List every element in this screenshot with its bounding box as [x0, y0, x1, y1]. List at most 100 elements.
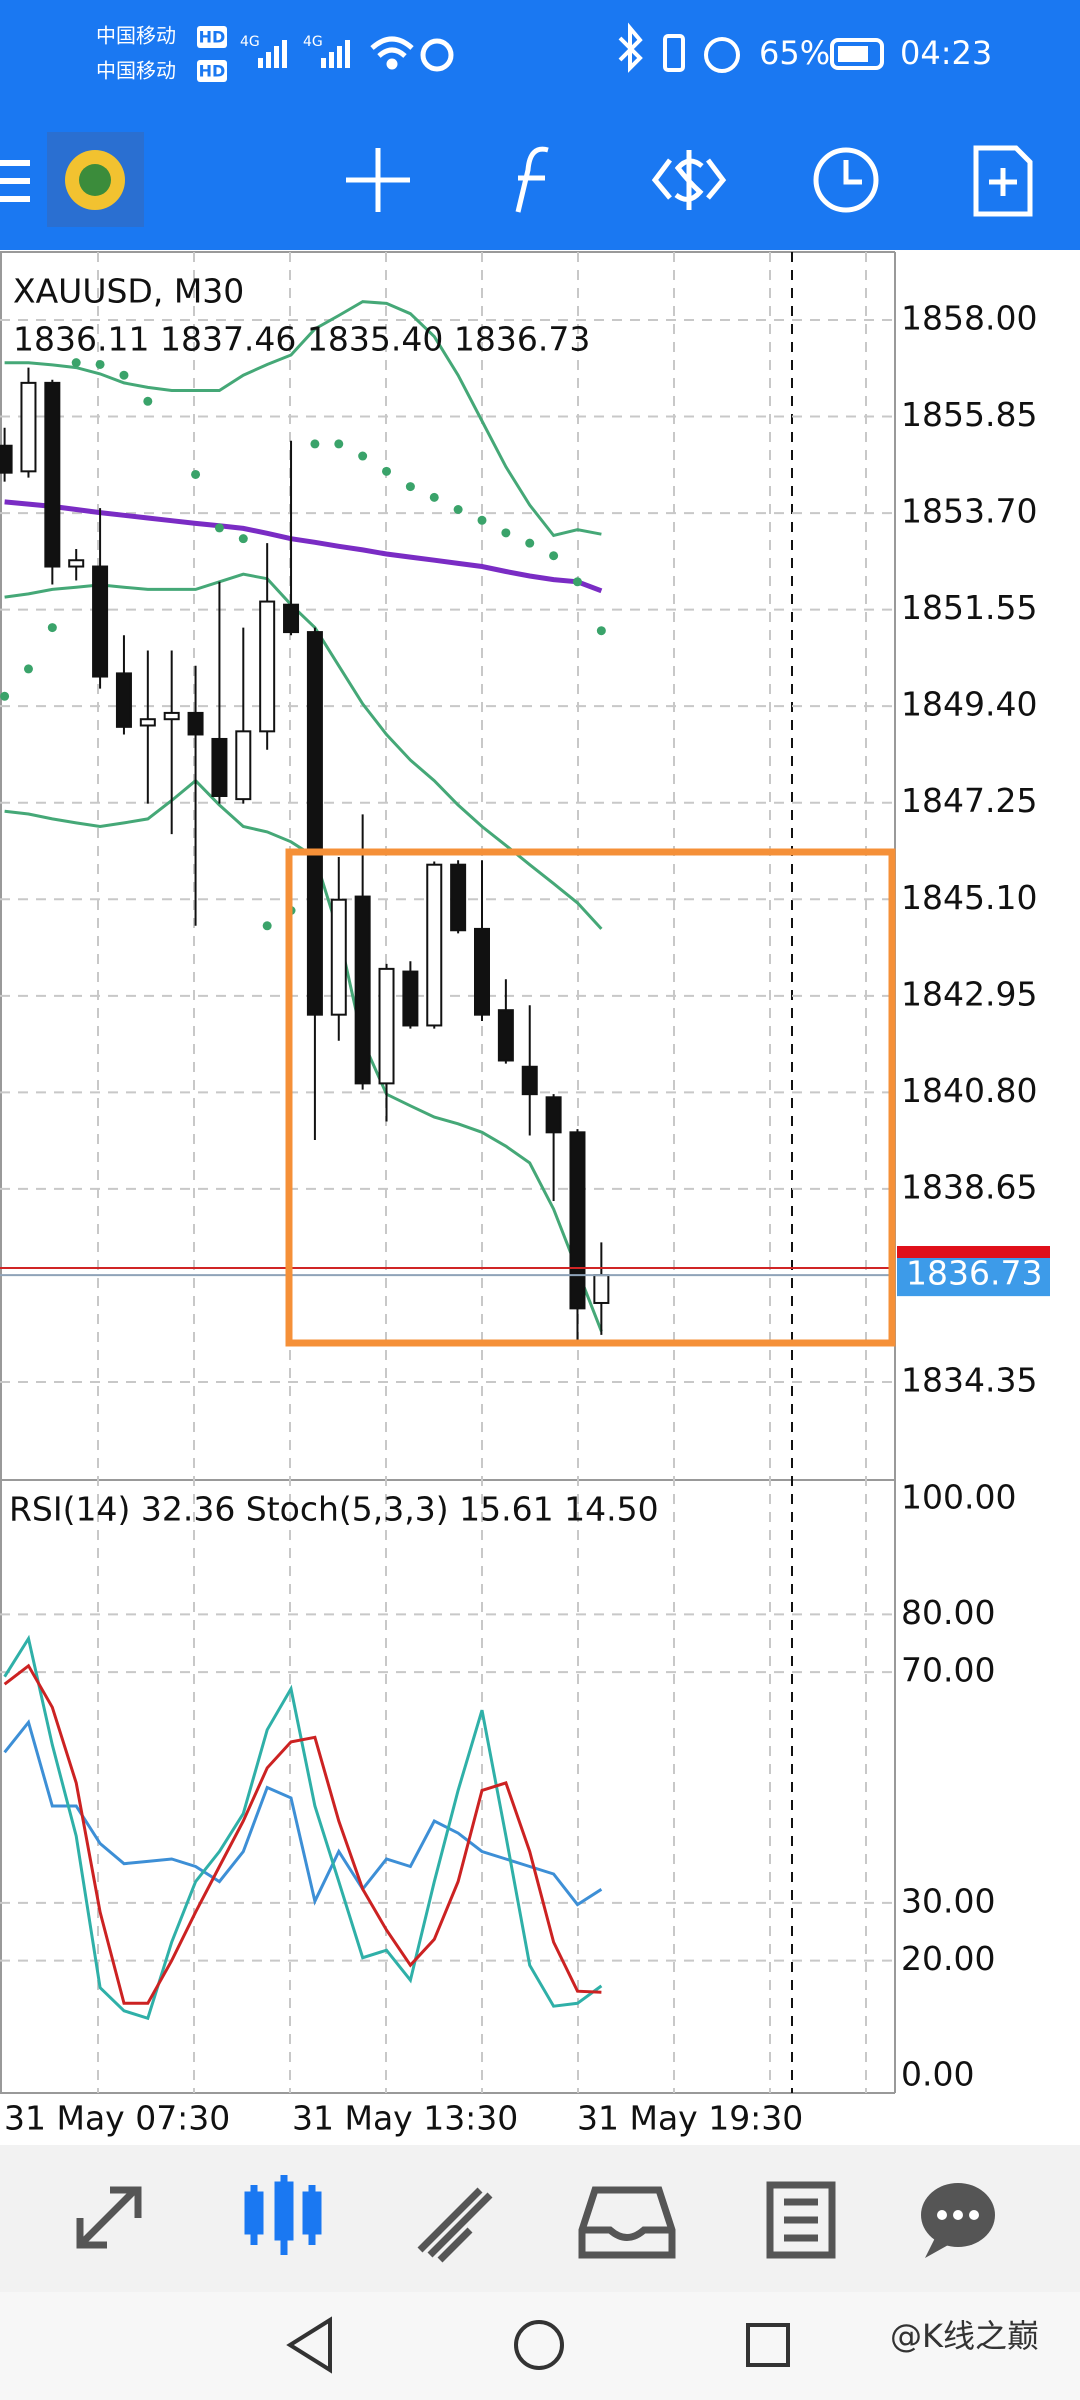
ohlc: 1836.11 1837.46 1835.40 1836.73 [13, 320, 590, 359]
trade-tab[interactable] [417, 2187, 493, 2263]
candle-body [354, 895, 371, 1085]
news-tab[interactable] [766, 2181, 836, 2259]
period-button[interactable] [813, 147, 879, 213]
system-nav [0, 2292, 1080, 2400]
price-tick-label: 1858.00 [901, 299, 1037, 338]
time-label: 31 May 13:30 [292, 2099, 518, 2138]
candle-body [68, 559, 85, 568]
sar-dot [477, 515, 487, 525]
crosshair-button[interactable] [346, 148, 410, 212]
sar-dot [382, 466, 392, 476]
moving-average-line [4, 499, 603, 594]
price-tick-label: 1838.65 [901, 1167, 1037, 1206]
sar-dot [262, 921, 272, 931]
indicators-button[interactable] [515, 146, 549, 213]
v-grid [97, 252, 867, 2093]
stoch-main-line [3, 1634, 603, 2021]
candle-body [545, 1096, 562, 1134]
time-label: 31 May 07:30 [4, 2099, 230, 2138]
sar-dot [47, 623, 57, 633]
candle-body [0, 444, 13, 474]
sar-dot [429, 492, 439, 502]
candle-body [44, 381, 61, 568]
candle-body [163, 711, 180, 721]
candle-body [235, 730, 252, 801]
sar-dot [71, 358, 81, 368]
axes: 1858.00 1855.85 1853.70 1851.55 1849.40 1847.… [4, 299, 1050, 2138]
candle-body [20, 381, 37, 473]
oscillator-tick-label: 80.00 [901, 1593, 995, 1632]
oscillator-tick-label: 20.00 [901, 1939, 995, 1978]
candle-body [330, 898, 347, 1016]
candle-body [187, 711, 204, 736]
candle-body [211, 737, 228, 797]
vibrate-icon [663, 34, 685, 72]
sar-dot [572, 577, 582, 587]
sar-dot [334, 439, 344, 449]
price-tick-label: 1842.95 [901, 974, 1037, 1013]
sar-dot [501, 528, 511, 538]
band-upper-line [4, 300, 602, 538]
sar-dot [95, 359, 105, 369]
oscillator-label: RSI(14) 32.36 Stoch(5,3,3) 15.61 14.50 [9, 1490, 659, 1529]
recents-button[interactable] [746, 2323, 790, 2367]
sar-dot [358, 451, 368, 461]
sar-dot [405, 482, 415, 492]
sar-dot [596, 626, 606, 636]
back-button[interactable] [286, 2316, 332, 2374]
rsi-line [3, 1719, 603, 1907]
battery-level: 65% [759, 34, 830, 72]
quotes-tab[interactable] [76, 2186, 142, 2249]
oscillator-pane [0, 1613, 895, 2021]
frame [0, 251, 896, 2094]
sar-dot [191, 469, 201, 479]
objects-button[interactable] [973, 145, 1033, 217]
price-tick-label: 1855.85 [901, 395, 1037, 434]
sar-dot [453, 504, 463, 514]
sar-dot [143, 396, 153, 406]
candle-body [497, 1009, 514, 1062]
oscillator-tick-label: 30.00 [901, 1881, 995, 1920]
candle-body [426, 863, 443, 1027]
battery-icon [830, 38, 884, 70]
price-tick-label: 1847.25 [901, 781, 1037, 820]
watermark: @K线之巅 [890, 2317, 1039, 2355]
candle-body [593, 1274, 610, 1304]
hd: HD [199, 62, 226, 81]
alarm-icon [420, 38, 454, 72]
chat-tab[interactable] [921, 2183, 995, 2258]
signal-icon [321, 40, 350, 68]
sar-dot [214, 523, 224, 533]
price-tick-label: 1840.80 [901, 1071, 1037, 1110]
sar-dot [238, 534, 248, 544]
price-tick-label: 1851.55 [901, 588, 1037, 627]
candle-body [139, 718, 156, 727]
signal-icon [258, 40, 287, 68]
clock: 04:23 [900, 34, 992, 72]
app-logo[interactable] [47, 132, 144, 227]
hd-badge [197, 26, 227, 48]
candle-body [306, 631, 323, 1016]
highlight-box [285, 848, 896, 1347]
price-tag [897, 1254, 1050, 1297]
oscillator-tick-label: 0.00 [901, 2055, 974, 2094]
carrier: 中国移动 [96, 24, 176, 48]
candle-body [450, 863, 467, 932]
header-bg [0, 0, 1080, 250]
price-pane [0, 300, 895, 1383]
price-tick-label: 1853.70 [901, 492, 1037, 531]
hd-badge [197, 60, 227, 82]
chart-tab[interactable] [244, 2175, 322, 2255]
history-tab[interactable] [578, 2186, 676, 2259]
price-tick-label: 1834.35 [901, 1361, 1037, 1400]
trade-button[interactable] [651, 150, 727, 210]
menu-button[interactable] [0, 160, 30, 202]
candle-body [569, 1131, 586, 1310]
speed-icon [704, 37, 740, 73]
sar-dot [525, 538, 535, 548]
oscillator-tick-label: 100.00 [901, 1478, 1016, 1517]
home-button[interactable] [514, 2320, 564, 2370]
time-label: 31 May 19:30 [577, 2099, 803, 2138]
candle-body [283, 603, 300, 634]
